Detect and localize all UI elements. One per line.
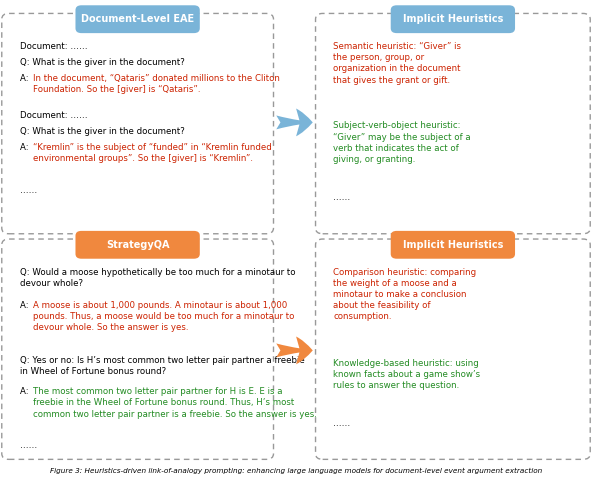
Text: StrategyQA: StrategyQA [106,240,169,250]
Text: ……: …… [333,193,350,203]
Text: Implicit Heuristics: Implicit Heuristics [403,14,503,24]
Text: A:: A: [20,387,31,396]
Text: Q: Would a moose hypothetically be too much for a minotaur to
devour whole?: Q: Would a moose hypothetically be too m… [20,268,295,288]
Text: Comparison heuristic: comparing
the weight of a moose and a
minotaur to make a c: Comparison heuristic: comparing the weig… [333,268,477,321]
Text: In the document, “Qataris” donated millions to the Cliton
Foundation. So the [gi: In the document, “Qataris” donated milli… [33,74,279,94]
Text: Document: ……: Document: …… [20,111,87,120]
Text: Figure 3: Heuristics-driven link-of-analogy prompting: enhancing large language : Figure 3: Heuristics-driven link-of-anal… [50,468,542,474]
Text: A:: A: [20,143,31,152]
Text: A moose is about 1,000 pounds. A minotaur is about 1,000
pounds. Thus, a moose w: A moose is about 1,000 pounds. A minotau… [33,301,294,332]
FancyBboxPatch shape [2,239,274,459]
Text: Q: What is the giver in the document?: Q: What is the giver in the document? [20,127,184,136]
FancyBboxPatch shape [316,13,590,234]
Text: Document-Level EAE: Document-Level EAE [81,14,194,24]
FancyBboxPatch shape [316,239,590,459]
Text: “Kremlin” is the subject of “funded” in “Kremlin funded
environmental groups”. S: “Kremlin” is the subject of “funded” in … [33,143,271,163]
Text: A:: A: [20,301,31,310]
Text: ……: …… [333,419,350,428]
FancyBboxPatch shape [78,9,197,29]
FancyBboxPatch shape [76,231,200,259]
Text: Knowledge-based heuristic: using
known facts about a game show’s
rules to answer: Knowledge-based heuristic: using known f… [333,359,481,390]
FancyBboxPatch shape [394,235,512,255]
FancyBboxPatch shape [391,231,515,259]
Text: Q: Yes or no: Is H’s most common two letter pair partner a freebie
in Wheel of F: Q: Yes or no: Is H’s most common two let… [20,356,304,376]
Text: Subject-verb-object heuristic:
“Giver” may be the subject of a
verb that indicat: Subject-verb-object heuristic: “Giver” m… [333,121,471,164]
FancyBboxPatch shape [391,5,515,33]
FancyBboxPatch shape [76,5,200,33]
FancyBboxPatch shape [78,235,197,255]
Text: The most common two letter pair partner for H is E. E is a
freebie in the Wheel : The most common two letter pair partner … [33,387,317,419]
Text: ……: …… [20,186,37,195]
FancyBboxPatch shape [394,9,512,29]
Text: Semantic heuristic: “Giver” is
the person, group, or
organization in the documen: Semantic heuristic: “Giver” is the perso… [333,42,461,84]
Text: ……: …… [20,441,37,450]
Text: Implicit Heuristics: Implicit Heuristics [403,240,503,250]
Text: Q: What is the giver in the document?: Q: What is the giver in the document? [20,58,184,67]
Text: Document: ……: Document: …… [20,42,87,51]
FancyBboxPatch shape [2,13,274,234]
Text: A:: A: [20,74,31,83]
